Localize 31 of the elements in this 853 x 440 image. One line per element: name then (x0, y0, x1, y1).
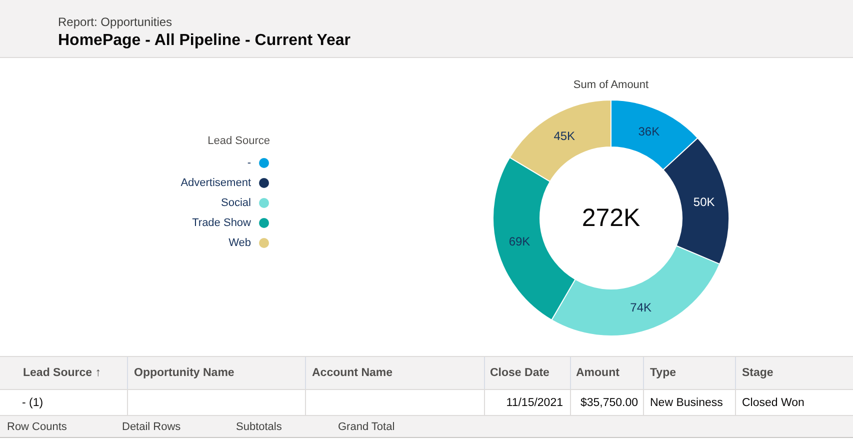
text: Detail Rows (122, 421, 182, 433)
text: 11/15/2021 (506, 397, 563, 409)
data-label: 74K (630, 300, 652, 315)
text: Account Name (312, 367, 393, 379)
text: New Business (650, 397, 724, 409)
text: 272K (582, 204, 641, 232)
text: Closed Won (742, 397, 804, 409)
text: Lead Source ↑ (23, 367, 101, 379)
data-label: 69K (508, 234, 530, 249)
chart-title: HomePage - All Pipeline - Current Year (58, 32, 351, 49)
legend-label: Trade Show (192, 217, 252, 229)
text: Subtotals (236, 421, 282, 433)
text: Stage (742, 367, 774, 379)
legend-label: Social (221, 197, 251, 209)
text: $35,750.00 (580, 397, 638, 409)
text: Row Counts (7, 421, 68, 433)
text: Sum of Amount (573, 79, 649, 91)
data-label: 45K (554, 128, 576, 143)
text: Grand Total (338, 421, 395, 433)
legend-label: Web (228, 237, 251, 249)
text: - (1) (22, 397, 44, 409)
data-label: 50K (693, 194, 715, 209)
text: Type (650, 367, 676, 379)
text: Opportunity Name (134, 367, 234, 379)
chart-subtitle: Report: Opportunities (58, 15, 172, 29)
data-label: 36K (638, 124, 660, 138)
legend-label: Advertisement (180, 177, 251, 189)
legend-label: - (247, 157, 252, 169)
text: Close Date (490, 367, 550, 379)
text: Amount (576, 367, 620, 379)
legend-title: Lead Source (208, 135, 270, 147)
